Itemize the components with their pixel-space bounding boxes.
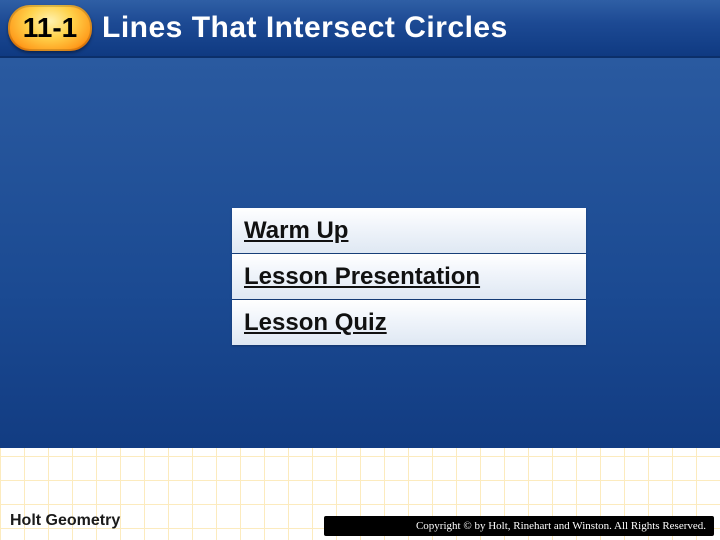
link-label: Lesson Presentation	[244, 263, 480, 291]
page-title: Lines That Intersect Circles	[102, 11, 508, 45]
link-lesson-presentation[interactable]: Lesson Presentation	[232, 254, 586, 299]
section-number-text: 11-1	[23, 12, 78, 44]
copyright-bar: Copyright © by Holt, Rinehart and Winsto…	[324, 516, 714, 536]
header-bar: 11-1 Lines That Intersect Circles	[0, 0, 720, 58]
copyright-text: Copyright © by Holt, Rinehart and Winsto…	[416, 520, 706, 532]
link-warm-up[interactable]: Warm Up	[232, 208, 586, 253]
link-label: Warm Up	[244, 217, 348, 245]
slide: 11-1 Lines That Intersect Circles Warm U…	[0, 0, 720, 540]
book-label: Holt Geometry	[10, 512, 120, 530]
lesson-links: Warm Up Lesson Presentation Lesson Quiz	[232, 208, 586, 345]
link-label: Lesson Quiz	[244, 309, 387, 337]
section-number-badge: 11-1	[8, 5, 92, 51]
link-lesson-quiz[interactable]: Lesson Quiz	[232, 300, 586, 345]
